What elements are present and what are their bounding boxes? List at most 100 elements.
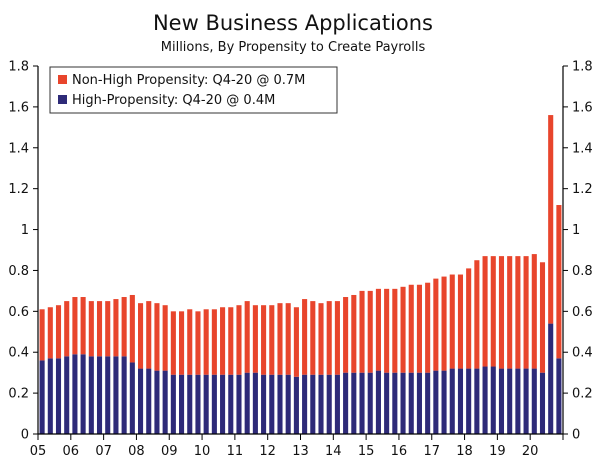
y-tick-label-right: 1.8	[572, 60, 593, 75]
y-tick-label-right: 1.6	[572, 100, 593, 115]
bar-high-propensity	[367, 372, 373, 434]
bar-non-high-propensity	[302, 299, 308, 375]
legend-label-high-propensity: High-Propensity: Q4-20 @ 0.4M	[72, 93, 275, 108]
bar-non-high-propensity	[498, 256, 505, 369]
bar-non-high-propensity	[39, 309, 45, 361]
bar-non-high-propensity	[96, 301, 103, 357]
y-tick-label-right: 1	[572, 223, 580, 238]
bar-non-high-propensity	[113, 299, 119, 357]
bar-non-high-propensity	[425, 282, 431, 373]
y-tick-label-right: 1.4	[572, 141, 593, 156]
bar-non-high-propensity	[351, 294, 357, 373]
bar-non-high-propensity	[334, 301, 340, 375]
bar-high-propensity	[408, 372, 414, 434]
bar-high-propensity	[269, 374, 275, 434]
bar-high-propensity	[318, 374, 324, 434]
bar-high-propensity	[490, 366, 496, 434]
bar-high-propensity	[203, 374, 209, 434]
bar-high-propensity	[457, 368, 464, 434]
bar-high-propensity	[244, 372, 250, 434]
bar-high-propensity	[80, 354, 86, 434]
legend: Non-High Propensity: Q4-20 @ 0.7M High-P…	[49, 66, 338, 114]
bar-high-propensity	[72, 354, 78, 434]
bar-high-propensity	[220, 374, 226, 434]
bar-non-high-propensity	[457, 274, 464, 369]
bar-non-high-propensity	[236, 305, 242, 375]
bar-high-propensity	[375, 370, 381, 434]
bar-high-propensity	[539, 372, 546, 434]
x-tick-label: 15	[358, 444, 375, 459]
bar-high-propensity	[170, 374, 176, 434]
bar-high-propensity	[523, 368, 529, 434]
y-tick-label-left: 1.2	[8, 182, 29, 197]
y-tick-label-left: 1	[21, 223, 29, 238]
x-tick-label: 20	[522, 444, 539, 459]
bar-high-propensity	[515, 368, 521, 434]
bar-non-high-propensity	[400, 286, 406, 373]
bar-non-high-propensity	[195, 311, 201, 375]
y-tick-label-left: 1.6	[8, 100, 29, 115]
bar-non-high-propensity	[244, 301, 250, 373]
bar-non-high-propensity	[539, 262, 546, 373]
bar-non-high-propensity	[548, 115, 554, 324]
x-tick-label: 09	[161, 444, 178, 459]
bar-non-high-propensity	[261, 305, 267, 375]
bar-non-high-propensity	[277, 303, 283, 375]
bar-high-propensity	[310, 374, 316, 434]
bar-non-high-propensity	[490, 256, 496, 367]
bar-non-high-propensity	[203, 309, 209, 375]
bar-high-propensity	[392, 372, 398, 434]
bar-high-propensity	[507, 368, 513, 434]
bars-layer	[39, 115, 562, 434]
bar-high-propensity	[359, 372, 365, 434]
bar-non-high-propensity	[252, 305, 258, 373]
bar-non-high-propensity	[211, 309, 217, 375]
bar-high-propensity	[138, 368, 144, 434]
bar-non-high-propensity	[515, 256, 521, 369]
x-tick-label: 17	[423, 444, 440, 459]
bar-non-high-propensity	[129, 294, 135, 363]
legend-swatch-non-high-propensity	[58, 75, 67, 84]
bar-high-propensity	[154, 370, 160, 434]
bar-non-high-propensity	[392, 288, 398, 373]
bar-high-propensity	[302, 374, 308, 434]
bar-non-high-propensity	[343, 297, 349, 373]
bar-high-propensity	[96, 356, 103, 434]
x-tick-label: 13	[292, 444, 309, 459]
bar-high-propensity	[64, 356, 70, 434]
bar-non-high-propensity	[384, 288, 390, 373]
ticks-layer: 0 00.2 0.20.4 0.40.6 0.60.8 0.81 11.2 1.21.4 1.4…	[8, 60, 592, 460]
legend-box	[49, 66, 338, 114]
bar-non-high-propensity	[523, 256, 529, 369]
bar-high-propensity	[466, 368, 472, 434]
bar-non-high-propensity	[482, 256, 488, 367]
bar-high-propensity	[179, 374, 185, 434]
x-tick-label: 18	[456, 444, 473, 459]
bar-high-propensity	[187, 374, 193, 434]
y-tick-label-left: 0	[21, 428, 29, 443]
bar-high-propensity	[416, 372, 422, 434]
bar-high-propensity	[548, 323, 554, 434]
bar-non-high-propensity	[285, 303, 291, 375]
y-tick-label-right: 0.8	[572, 264, 593, 279]
bar-non-high-propensity	[359, 290, 365, 373]
bar-non-high-propensity	[187, 309, 193, 375]
legend-label-non-high-propensity: Non-High Propensity: Q4-20 @ 0.7M	[72, 73, 305, 88]
bar-high-propensity	[261, 374, 267, 434]
bar-high-propensity	[252, 372, 258, 434]
bar-non-high-propensity	[228, 307, 234, 375]
bar-non-high-propensity	[121, 297, 127, 357]
bar-non-high-propensity	[416, 284, 422, 373]
bar-high-propensity	[228, 374, 234, 434]
bar-high-propensity	[441, 370, 447, 434]
y-tick-label-right: 0.2	[572, 387, 593, 402]
bar-non-high-propensity	[507, 256, 513, 369]
bar-high-propensity	[88, 356, 94, 434]
x-tick-label: 08	[128, 444, 145, 459]
bar-non-high-propensity	[367, 290, 373, 373]
bar-high-propensity	[47, 358, 53, 434]
bar-non-high-propensity	[449, 274, 455, 369]
bar-non-high-propensity	[441, 276, 447, 371]
y-tick-label-left: 0.6	[8, 305, 29, 320]
